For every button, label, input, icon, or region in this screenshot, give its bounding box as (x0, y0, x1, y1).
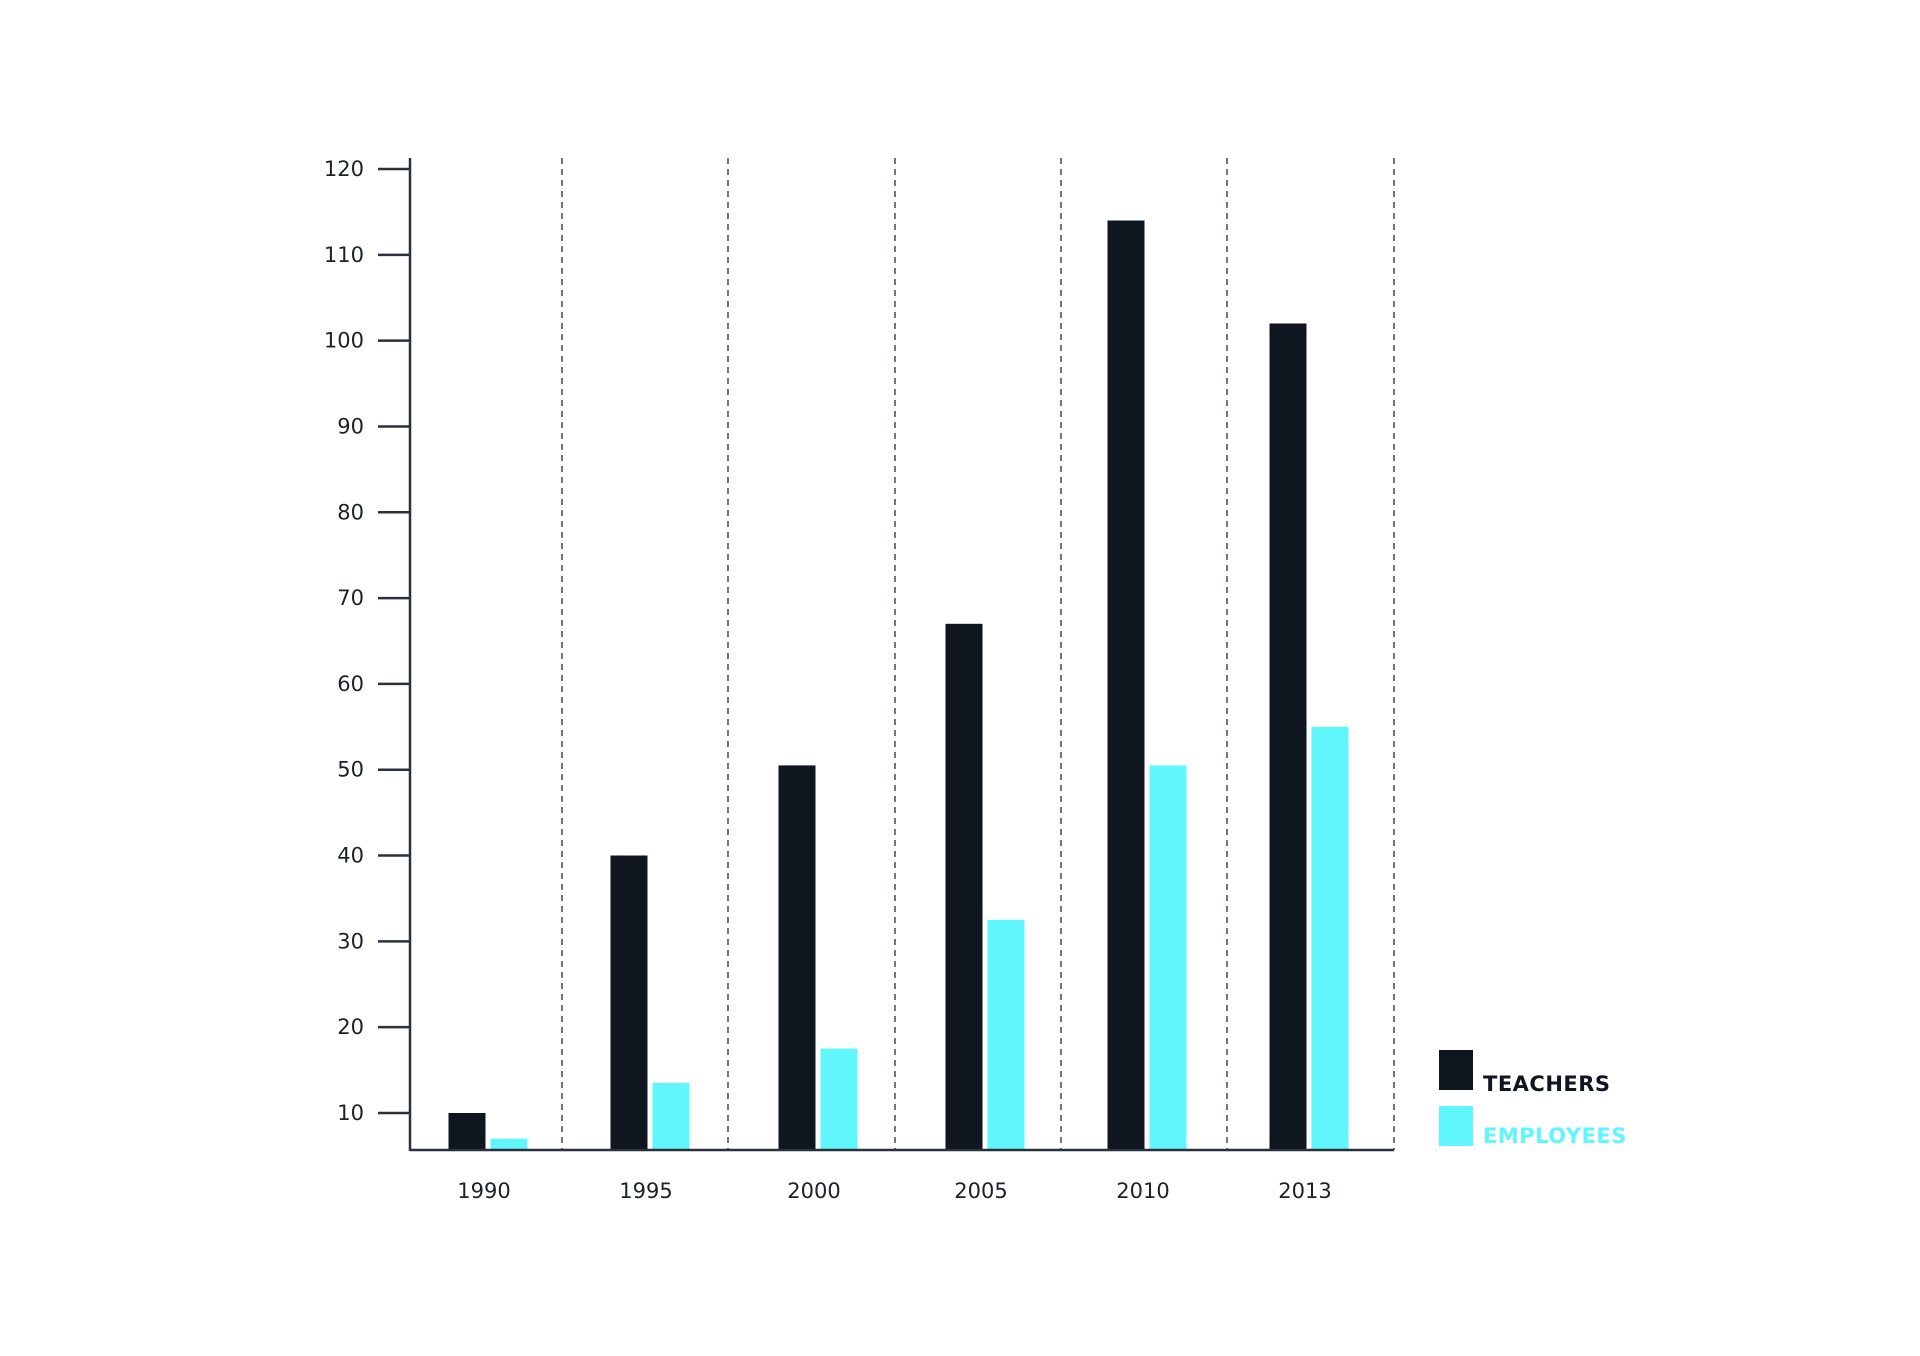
y-tick-label: 30 (337, 929, 364, 953)
bars (448, 220, 1349, 1150)
x-tick-label: 2000 (787, 1179, 840, 1203)
bar-employees-1990 (490, 1138, 528, 1150)
y-tick-label: 60 (337, 672, 364, 696)
bar-employees-2010 (1149, 765, 1187, 1150)
y-axis-ticks: 10 20 30 40 50 60 70 80 90 100 110 120 (324, 157, 410, 1125)
legend-swatch-employees (1439, 1106, 1473, 1146)
bar-teachers-2005 (945, 623, 983, 1150)
bar-teachers-1995 (610, 855, 648, 1150)
y-tick-label: 100 (324, 329, 364, 353)
bar-teachers-2013 (1269, 323, 1307, 1150)
y-tick-label: 50 (337, 758, 364, 782)
y-tick-label: 110 (324, 243, 364, 267)
legend-label-employees: EMPLOYEES (1483, 1124, 1627, 1148)
grid-lines (561, 158, 1395, 1150)
y-tick-label: 20 (337, 1015, 364, 1039)
y-tick-label: 70 (337, 586, 364, 610)
y-tick-label: 90 (337, 414, 364, 438)
legend-label-teachers: TEACHERS (1483, 1072, 1611, 1096)
bar-teachers-1990 (448, 1113, 486, 1150)
bar-employees-1995 (652, 1083, 690, 1150)
bar-employees-2013 (1311, 726, 1349, 1150)
bar-teachers-2000 (778, 765, 816, 1150)
y-tick-label: 10 (337, 1101, 364, 1125)
x-tick-label: 2005 (954, 1179, 1007, 1203)
y-tick-label: 40 (337, 844, 364, 868)
legend-swatch-teachers (1439, 1050, 1473, 1090)
axes (408, 158, 1394, 1152)
bar-teachers-2010 (1107, 220, 1145, 1150)
x-tick-label: 2010 (1116, 1179, 1169, 1203)
x-tick-label: 2013 (1278, 1179, 1331, 1203)
bar-employees-2005 (987, 919, 1025, 1150)
x-tick-label: 1990 (457, 1179, 510, 1203)
bar-employees-2000 (820, 1048, 858, 1150)
x-axis-ticks: 1990 1995 2000 2005 2010 2013 (457, 1179, 1331, 1203)
y-tick-label: 120 (324, 157, 364, 181)
legend: TEACHERS EMPLOYEES (1439, 1050, 1627, 1148)
y-tick-label: 80 (337, 500, 364, 524)
x-tick-label: 1995 (619, 1179, 672, 1203)
